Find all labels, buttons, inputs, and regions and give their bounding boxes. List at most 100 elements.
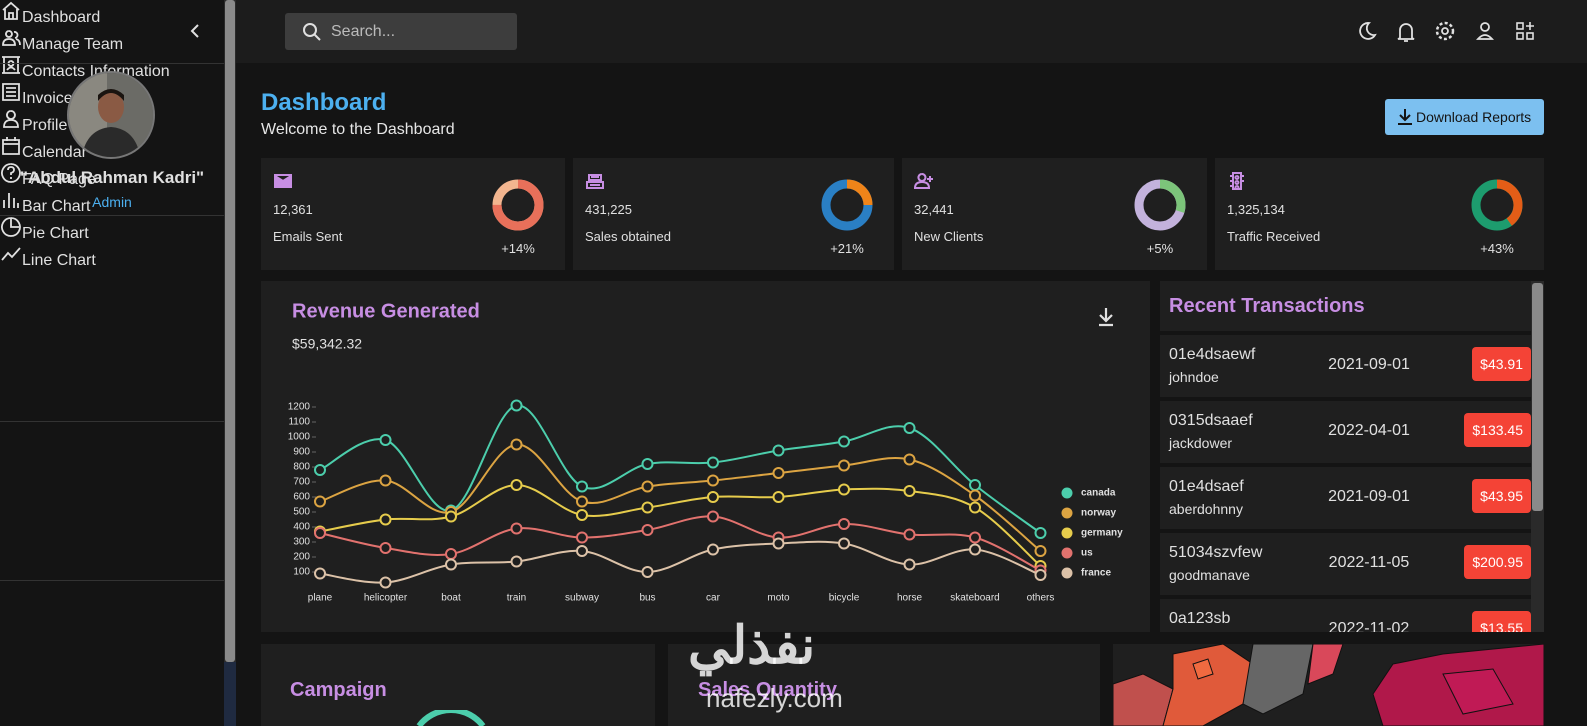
menu-label: Line Chart bbox=[22, 252, 96, 269]
stat-value: 1,325,134 bbox=[1227, 202, 1285, 217]
menu-item[interactable]: Dashboard bbox=[0, 0, 224, 27]
menu-icon bbox=[2, 30, 21, 46]
topbar-icons bbox=[1359, 21, 1534, 42]
menu-icon bbox=[3, 193, 19, 208]
search-box[interactable]: Search... bbox=[285, 13, 517, 50]
menu-icon bbox=[2, 56, 20, 74]
y-tick-label: 300 bbox=[293, 537, 310, 548]
data-point bbox=[707, 456, 719, 469]
stat-icon bbox=[1230, 172, 1244, 190]
chart-download[interactable] bbox=[1099, 308, 1113, 327]
legend-swatch bbox=[1061, 567, 1073, 579]
chart-title: Revenue Generated bbox=[292, 300, 480, 322]
tx-date: 2021-09-01 bbox=[1328, 356, 1410, 373]
menu-item[interactable]: Line Chart bbox=[0, 243, 224, 270]
menu-icon-shape bbox=[2, 30, 21, 46]
data-point bbox=[1034, 527, 1047, 539]
data-point bbox=[510, 555, 523, 568]
data-point bbox=[838, 459, 850, 472]
menu-label: Calendar bbox=[22, 144, 87, 161]
y-tick-label: 700 bbox=[293, 477, 310, 488]
data-point bbox=[445, 558, 457, 571]
data-point bbox=[576, 545, 588, 557]
transactions-rows: 01e4dsaewf johndoe 2021-09-01 $43.91 0315dsa… bbox=[1160, 335, 1531, 632]
menu-icon-shape bbox=[2, 1, 20, 20]
x-tick-label: train bbox=[507, 593, 526, 604]
data-point bbox=[379, 474, 392, 487]
data-point bbox=[379, 542, 392, 554]
transaction-row: 51034szvfew goodmanave 2022-11-05 $200.95 bbox=[1160, 533, 1531, 595]
apps[interactable] bbox=[1516, 22, 1524, 30]
transaction-row: 01e4dsaewf johndoe 2021-09-01 $43.91 bbox=[1160, 335, 1531, 397]
y-tick-label: 1200 bbox=[288, 402, 311, 413]
data-point bbox=[772, 444, 785, 457]
menu-label: Bar Chart bbox=[22, 198, 91, 215]
tx-cost: $133.45 bbox=[1464, 413, 1531, 447]
y-tick-label: 400 bbox=[293, 522, 310, 533]
menu-item[interactable]: Pie Chart bbox=[0, 216, 224, 243]
menu-item[interactable]: Manage Team bbox=[0, 27, 224, 54]
chart-subtitle: $59,342.32 bbox=[292, 336, 362, 352]
data-point bbox=[641, 566, 654, 578]
data-point bbox=[903, 528, 916, 541]
data-point bbox=[969, 479, 981, 491]
data-point bbox=[314, 527, 326, 539]
menu-item[interactable]: Calendar bbox=[0, 135, 224, 162]
tx-date: 2022-04-01 bbox=[1328, 422, 1410, 439]
download-reports-button[interactable]: Download Reports bbox=[1385, 99, 1544, 135]
divider bbox=[0, 63, 224, 64]
data-point bbox=[379, 513, 392, 526]
tx-id: 51034szvfew bbox=[1169, 544, 1263, 561]
data-point bbox=[838, 435, 850, 448]
data-point bbox=[641, 501, 654, 514]
apps-part bbox=[1526, 32, 1534, 40]
menu-icon bbox=[2, 137, 20, 155]
theme-toggle[interactable] bbox=[1359, 22, 1377, 40]
stat-card: 1,325,134 Traffic Received +43% bbox=[1215, 158, 1544, 270]
watermark-latin: nafezly.com bbox=[706, 683, 843, 713]
ring-arc bbox=[492, 179, 544, 231]
sales-title: Sales Quantity bbox=[698, 679, 837, 701]
data-point bbox=[903, 485, 916, 497]
stat-label: New Clients bbox=[914, 229, 984, 244]
profile[interactable] bbox=[1480, 22, 1490, 32]
legend-label: us bbox=[1081, 548, 1093, 559]
transaction-row: 01e4dsaef aberdohnny 2021-09-01 $43.95 bbox=[1160, 467, 1531, 529]
scrollbar-thumb[interactable] bbox=[225, 0, 235, 662]
divider bbox=[0, 215, 224, 216]
tx-scrollbar-thumb[interactable] bbox=[1532, 283, 1543, 511]
page-subtitle: Welcome to the Dashboard bbox=[261, 121, 455, 138]
data-point bbox=[707, 510, 719, 523]
ring-arc bbox=[821, 179, 873, 231]
y-tick-label: 500 bbox=[293, 507, 310, 518]
legend-label: norway bbox=[1081, 508, 1116, 519]
data-point bbox=[838, 518, 850, 530]
data-point bbox=[510, 438, 523, 451]
settings[interactable] bbox=[1441, 27, 1449, 35]
tx-cost: $13.55 bbox=[1472, 611, 1531, 632]
menu-label: Contacts Information bbox=[22, 63, 170, 80]
tx-date: 2022-11-05 bbox=[1328, 554, 1410, 571]
data-point bbox=[772, 491, 785, 503]
profile-body bbox=[1476, 34, 1494, 40]
legend-label: canada bbox=[1081, 488, 1116, 499]
stat-card: 431,225 Sales obtained +21% bbox=[573, 158, 894, 270]
menu-item[interactable]: Contacts Information bbox=[0, 54, 224, 81]
map-panel bbox=[1113, 644, 1544, 726]
data-point bbox=[838, 537, 850, 550]
menu-icon bbox=[1, 217, 21, 237]
download-icon bbox=[1398, 109, 1412, 125]
stat-icon bbox=[274, 174, 292, 188]
stat-change: +43% bbox=[1480, 241, 1514, 256]
ring-arc bbox=[1134, 179, 1186, 231]
divider bbox=[0, 421, 224, 422]
menu-item[interactable]: Bar Chart bbox=[0, 189, 224, 216]
data-point bbox=[641, 480, 654, 493]
menu-item[interactable]: FAQ Page bbox=[0, 162, 224, 189]
notifications[interactable] bbox=[1397, 23, 1415, 42]
x-tick-label: skateboard bbox=[950, 593, 999, 604]
revenue-panel: Revenue Generated $59,342.32 100 200 300 40… bbox=[261, 281, 1150, 632]
collapse-button[interactable] bbox=[186, 22, 204, 40]
transactions-list: 01e4dsaewf johndoe 2021-09-01 $43.91 0315dsa… bbox=[1160, 335, 1531, 632]
y-tick-label: 100 bbox=[293, 567, 310, 578]
